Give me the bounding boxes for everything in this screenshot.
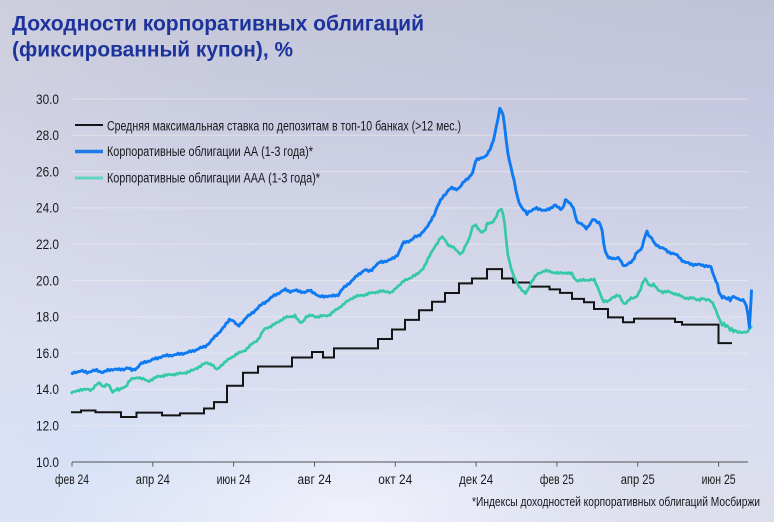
svg-text:28.0: 28.0 [36, 128, 59, 143]
svg-text:Корпоративные облигации АА (1-: Корпоративные облигации АА (1-3 года)* [107, 144, 314, 159]
svg-text:июн 25: июн 25 [702, 472, 736, 487]
svg-text:18.0: 18.0 [36, 310, 59, 325]
svg-text:окт 24: окт 24 [378, 472, 412, 487]
svg-text:июн 24: июн 24 [217, 472, 251, 487]
svg-text:20.0: 20.0 [36, 273, 59, 288]
svg-text:30.0: 30.0 [36, 92, 59, 107]
svg-text:10.0: 10.0 [36, 455, 59, 470]
svg-text:*Индексы доходностей корпорати: *Индексы доходностей корпоративных облиг… [472, 495, 760, 509]
svg-text:Корпоративные облигации ААА (1: Корпоративные облигации ААА (1-3 года)* [107, 171, 321, 186]
svg-text:авг 24: авг 24 [298, 472, 332, 487]
svg-text:дек 24: дек 24 [459, 472, 493, 487]
svg-text:Средняя максимальная ставка по: Средняя максимальная ставка по депозитам… [107, 119, 461, 134]
svg-text:12.0: 12.0 [36, 419, 59, 434]
svg-text:Доходности корпоративных облиг: Доходности корпоративных облигаций [12, 12, 424, 36]
svg-text:(фиксированный купон), %: (фиксированный купон), % [12, 38, 293, 62]
svg-text:фев 24: фев 24 [55, 472, 89, 487]
svg-text:апр 25: апр 25 [621, 472, 655, 487]
svg-text:24.0: 24.0 [36, 201, 59, 216]
svg-text:26.0: 26.0 [36, 164, 59, 179]
svg-text:16.0: 16.0 [36, 346, 59, 361]
svg-text:фев 25: фев 25 [540, 472, 574, 487]
svg-text:22.0: 22.0 [36, 237, 59, 252]
svg-text:14.0: 14.0 [36, 382, 59, 397]
svg-text:апр 24: апр 24 [136, 472, 170, 487]
